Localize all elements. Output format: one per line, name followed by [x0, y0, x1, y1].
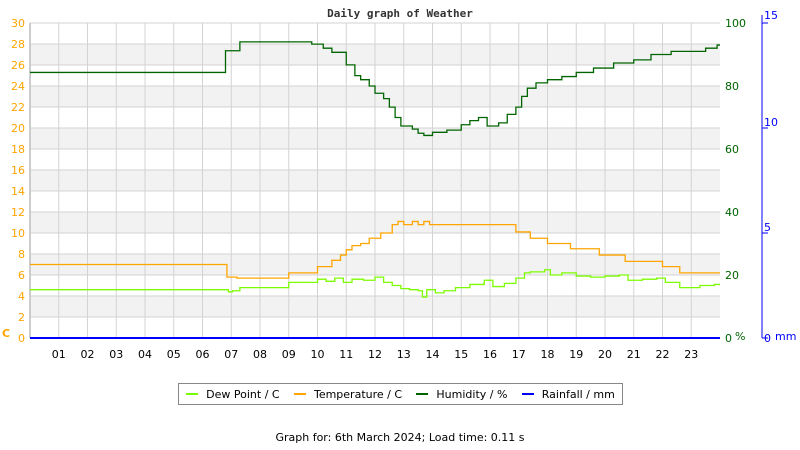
legend-temperature: Temperature / C — [293, 387, 403, 401]
y-tick-left: 16 — [11, 164, 25, 177]
legend: Dew Point / C Temperature / C Humidity /… — [178, 383, 623, 405]
legend-swatch — [186, 393, 199, 395]
legend-dew-point: Dew Point / C — [186, 387, 280, 401]
y-tick-left: 14 — [11, 185, 25, 198]
legend-label: Rainfall / mm — [541, 387, 615, 401]
y-unit-rainfall: mm — [775, 330, 796, 343]
x-tick: 11 — [339, 348, 353, 361]
legend-humidity: Humidity / % — [416, 388, 507, 401]
y-tick-rainfall: 5 — [764, 221, 771, 234]
y-tick-left: 18 — [11, 143, 25, 156]
x-tick: 23 — [684, 348, 698, 361]
x-tick: 09 — [282, 348, 296, 361]
x-tick: 18 — [541, 348, 555, 361]
legend-rainfall: Rainfall / mm — [521, 387, 615, 401]
y-tick-rainfall: 15 — [764, 9, 778, 22]
y-tick-left: 26 — [11, 59, 25, 72]
x-tick: 22 — [656, 348, 670, 361]
x-tick: 12 — [368, 348, 382, 361]
y-unit-left: C — [2, 327, 10, 340]
y-tick-rainfall: 10 — [764, 116, 778, 129]
y-tick-left: 28 — [11, 38, 25, 51]
y-tick-humidity: 80 — [725, 80, 739, 93]
y-tick-left: 30 — [11, 17, 25, 30]
y-tick-humidity: 60 — [725, 143, 739, 156]
y-tick-rainfall: 0 — [764, 332, 771, 345]
chart-title: Daily graph of Weather — [327, 7, 473, 20]
y-tick-left: 8 — [18, 248, 25, 261]
y-tick-left: 2 — [18, 311, 25, 324]
legend-swatch — [293, 393, 306, 395]
x-tick: 01 — [52, 348, 66, 361]
series-line-humidity — [30, 41, 720, 137]
y-tick-humidity: 0 — [725, 332, 732, 345]
x-tick: 06 — [196, 348, 210, 361]
x-tick: 04 — [138, 348, 152, 361]
x-tick: 05 — [167, 348, 181, 361]
x-tick: 14 — [426, 348, 440, 361]
x-tick: 20 — [598, 348, 612, 361]
y-tick-humidity: 40 — [725, 206, 739, 219]
footer-text: Graph for: 6th March 2024; Load time: 0.… — [275, 431, 525, 444]
legend-swatch — [416, 393, 429, 395]
y-tick-left: 24 — [11, 80, 25, 93]
x-tick: 10 — [311, 348, 325, 361]
series-line-dew — [30, 269, 720, 298]
x-tick: 17 — [512, 348, 526, 361]
series-line-temperature — [30, 220, 720, 279]
legend-label: Temperature / C — [313, 387, 403, 401]
y-tick-left: 0 — [18, 332, 25, 345]
x-tick: 08 — [253, 348, 267, 361]
y-tick-left: 10 — [11, 227, 25, 240]
legend-label: Dew Point / C — [206, 387, 280, 401]
y-tick-left: 22 — [11, 101, 25, 114]
y-tick-left: 4 — [18, 290, 25, 303]
x-tick: 15 — [454, 348, 468, 361]
x-tick: 16 — [483, 348, 497, 361]
x-tick: 13 — [397, 348, 411, 361]
legend-label: Humidity / % — [436, 387, 508, 401]
y-tick-humidity: 20 — [725, 269, 739, 282]
x-tick: 07 — [224, 348, 238, 361]
y-tick-left: 6 — [18, 269, 25, 282]
x-tick: 03 — [109, 348, 123, 361]
x-tick: 21 — [627, 348, 641, 361]
y-unit-humidity: % — [735, 330, 745, 343]
legend-swatch — [521, 393, 534, 395]
y-tick-left: 12 — [11, 206, 25, 219]
x-tick: 19 — [569, 348, 583, 361]
y-tick-left: 20 — [11, 122, 25, 135]
y-tick-humidity: 100 — [725, 17, 746, 30]
x-tick: 02 — [81, 348, 95, 361]
